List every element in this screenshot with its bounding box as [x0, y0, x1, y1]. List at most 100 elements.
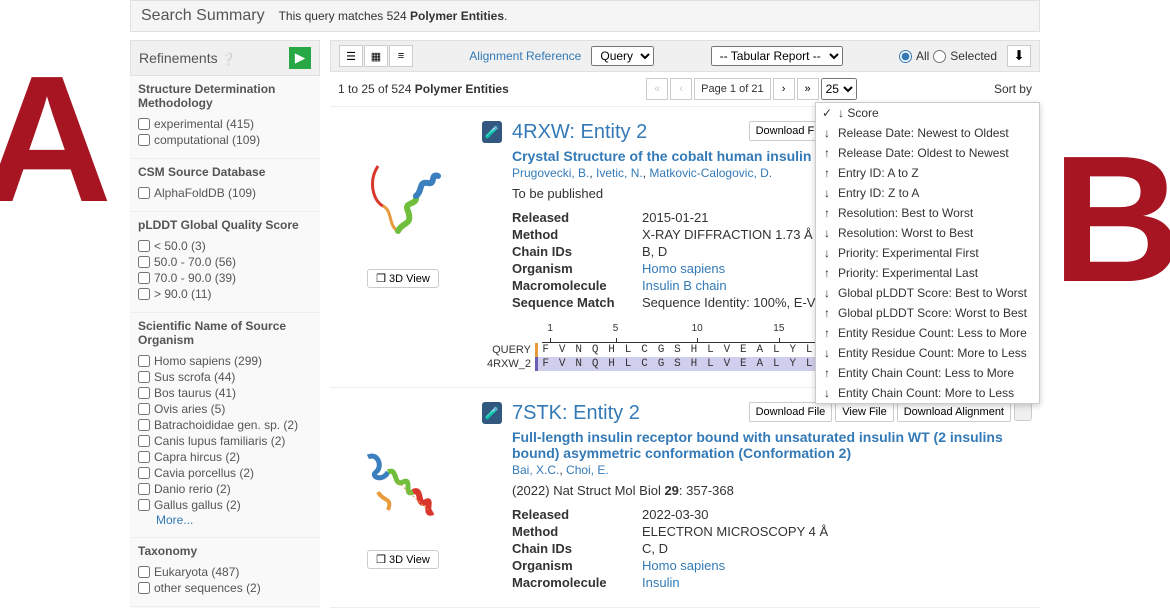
author-link[interactable]: Choi, E.	[566, 463, 609, 477]
entity-title-link[interactable]: 4RXW: Entity 2	[512, 121, 647, 144]
sort-menu-item[interactable]: ↑Resolution: Best to Worst	[816, 203, 1039, 223]
sort-menu-item[interactable]: ↑Global pLDDT Score: Worst to Best	[816, 303, 1039, 323]
meta-value: Homo sapiens	[642, 261, 725, 276]
pager-first-icon[interactable]: «	[646, 78, 668, 100]
facet-item[interactable]: 50.0 - 70.0 (56)	[138, 254, 312, 270]
facet-checkbox[interactable]	[138, 134, 150, 146]
author-link[interactable]: Bai, X.C.	[512, 463, 559, 477]
facet-item[interactable]: Danio rerio (2)	[138, 481, 312, 497]
facet-checkbox[interactable]	[138, 256, 150, 268]
facet-item[interactable]: Capra hircus (2)	[138, 449, 312, 465]
facet-item[interactable]: Ovis aries (5)	[138, 401, 312, 417]
help-icon[interactable]: ❔	[221, 52, 236, 66]
facet-item[interactable]: computational (109)	[138, 132, 312, 148]
sort-menu-item[interactable]: ↓Global pLDDT Score: Best to Worst	[816, 283, 1039, 303]
facet-checkbox[interactable]	[138, 435, 150, 447]
tabular-report-select[interactable]: -- Tabular Report --	[711, 46, 843, 66]
facet-checkbox[interactable]	[138, 187, 150, 199]
facet-item[interactable]: > 90.0 (11)	[138, 286, 312, 302]
facet-checkbox[interactable]	[138, 118, 150, 130]
sort-menu-item[interactable]: ↓Resolution: Worst to Best	[816, 223, 1039, 243]
meta-value-link[interactable]: Homo sapiens	[642, 558, 725, 573]
facet-checkbox[interactable]	[138, 371, 150, 383]
pager-perpage-select[interactable]: 25	[821, 78, 857, 100]
sort-menu-item[interactable]: ↑Priority: Experimental Last	[816, 263, 1039, 283]
sequence-residue: E	[736, 357, 752, 371]
scope-selected-label: Selected	[950, 49, 997, 63]
cube-icon: ❒	[376, 553, 386, 566]
scope-selected-radio[interactable]	[933, 50, 946, 63]
entity-title-link[interactable]: 7STK: Entity 2	[512, 402, 640, 425]
facet-checkbox[interactable]	[138, 419, 150, 431]
facet-checkbox[interactable]	[138, 355, 150, 367]
sort-menu-item[interactable]: ↑Entity Residue Count: Less to More	[816, 323, 1039, 343]
facet-checkbox[interactable]	[138, 566, 150, 578]
sort-menu-item[interactable]: ↓ Score	[816, 103, 1039, 123]
sort-menu-item[interactable]: ↓Entry ID: Z to A	[816, 183, 1039, 203]
facet-checkbox[interactable]	[138, 582, 150, 594]
download-file-button[interactable]: Download File	[749, 402, 833, 422]
facet-checkbox[interactable]	[138, 499, 150, 511]
facet-checkbox[interactable]	[138, 483, 150, 495]
facet-item[interactable]: 70.0 - 90.0 (39)	[138, 270, 312, 286]
meta-value-link[interactable]: Insulin	[642, 575, 680, 590]
facet-item[interactable]: other sequences (2)	[138, 580, 312, 596]
facet-item-label: Gallus gallus (2)	[154, 498, 241, 512]
facet-checkbox[interactable]	[138, 387, 150, 399]
facet-item-label: Cavia porcellus (2)	[154, 466, 254, 480]
sort-menu[interactable]: ↓ Score↓Release Date: Newest to Oldest↑R…	[815, 102, 1040, 404]
facet-checkbox[interactable]	[138, 467, 150, 479]
view-grid-icon[interactable]: ▦	[364, 45, 388, 67]
author-link[interactable]: Prugovecki, B.	[512, 166, 589, 180]
view-list-compact-icon[interactable]: ≡	[389, 45, 413, 67]
view-3d-button[interactable]: ❒ 3D View	[367, 550, 439, 569]
facet-checkbox[interactable]	[138, 403, 150, 415]
facet-checkbox[interactable]	[138, 451, 150, 463]
alignment-reference-select[interactable]: Query	[591, 46, 654, 66]
facet-more-link[interactable]: More...	[156, 513, 312, 527]
view-list-detailed-icon[interactable]: ☰	[339, 45, 363, 67]
author-link[interactable]: Ivetic, N.	[596, 166, 643, 180]
meta-value-link[interactable]: Homo sapiens	[642, 261, 725, 276]
facet-item[interactable]: experimental (415)	[138, 116, 312, 132]
facet-item[interactable]: Bos taurus (41)	[138, 385, 312, 401]
facet-item[interactable]: Gallus gallus (2)	[138, 497, 312, 513]
facet-checkbox[interactable]	[138, 288, 150, 300]
meta-key: Released	[512, 210, 642, 225]
sort-menu-item[interactable]: ↑Release Date: Oldest to Newest	[816, 143, 1039, 163]
pager-next-icon[interactable]: ›	[773, 78, 795, 100]
scope-all-radio[interactable]	[899, 50, 912, 63]
sort-menu-item[interactable]: ↓Entity Residue Count: More to Less	[816, 343, 1039, 363]
facet-group: Scientific Name of Source OrganismHomo s…	[130, 313, 320, 538]
download-icon[interactable]: ⬇	[1007, 45, 1031, 67]
sort-menu-item[interactable]: ↓Priority: Experimental First	[816, 243, 1039, 263]
facet-item[interactable]: Homo sapiens (299)	[138, 353, 312, 369]
sort-menu-item[interactable]: ↓Release Date: Newest to Oldest	[816, 123, 1039, 143]
facet-item[interactable]: Sus scrofa (44)	[138, 369, 312, 385]
facet-checkbox[interactable]	[138, 272, 150, 284]
sequence-residue: E	[736, 343, 752, 357]
pager-prev-icon[interactable]: ‹	[670, 78, 692, 100]
meta-key: Chain IDs	[512, 244, 642, 259]
apply-refinements-button[interactable]: ▶	[289, 47, 311, 69]
sort-menu-item[interactable]: ↓Entity Chain Count: More to Less	[816, 383, 1039, 403]
facet-item[interactable]: Eukaryota (487)	[138, 564, 312, 580]
facet-item[interactable]: AlphaFoldDB (109)	[138, 185, 312, 201]
sort-menu-item[interactable]: ↑Entry ID: A to Z	[816, 163, 1039, 183]
facet-item[interactable]: Cavia porcellus (2)	[138, 465, 312, 481]
sequence-residue: C	[637, 357, 653, 371]
sequence-residue: C	[637, 343, 653, 357]
view-3d-button[interactable]: ❒ 3D View	[367, 269, 439, 288]
facet-checkbox[interactable]	[138, 240, 150, 252]
sort-menu-item[interactable]: ↑Entity Chain Count: Less to More	[816, 363, 1039, 383]
facet-item[interactable]: Batrachoididae gen. sp. (2)	[138, 417, 312, 433]
view-file-button[interactable]: View File	[835, 402, 893, 422]
author-link[interactable]: Matkovic-Calogovic, D.	[649, 166, 772, 180]
facet-item[interactable]: < 50.0 (3)	[138, 238, 312, 254]
pager-last-icon[interactable]: »	[797, 78, 819, 100]
meta-value-link[interactable]: Insulin B chain	[642, 278, 727, 293]
facet-item[interactable]: Canis lupus familiaris (2)	[138, 433, 312, 449]
select-result-checkbox[interactable]	[1014, 403, 1032, 421]
sequence-residue: L	[703, 357, 719, 371]
download-alignment-button[interactable]: Download Alignment	[897, 402, 1011, 422]
